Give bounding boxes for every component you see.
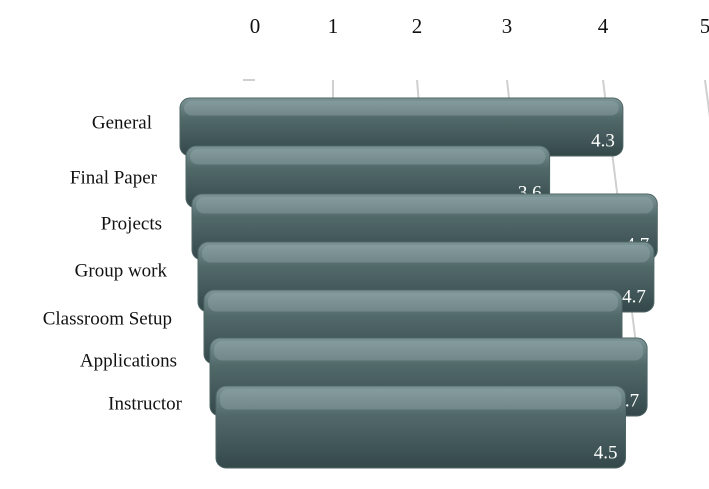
bar-highlight (220, 389, 622, 410)
bar (215, 385, 626, 469)
x-tick-label: 0 (250, 14, 261, 38)
x-tick-label: 5 (700, 14, 709, 38)
category-label: Applications (80, 350, 177, 371)
bar-highlight (214, 341, 644, 361)
bar-highlight (196, 197, 654, 214)
bar-group (215, 385, 626, 469)
category-label: Final Paper (70, 167, 158, 188)
x-tick-label: 2 (412, 14, 423, 38)
grid-line (704, 79, 709, 118)
category-label: Classroom Setup (43, 308, 172, 329)
category-label: General (92, 112, 152, 133)
bar-highlight (208, 293, 618, 312)
x-tick-label: 1 (328, 14, 339, 38)
value-label: 4.3 (591, 130, 615, 151)
bar-highlight (184, 101, 619, 116)
category-label: Projects (101, 213, 162, 234)
x-tick-label: 4 (598, 14, 609, 38)
x-tick-label: 3 (502, 14, 513, 38)
category-label: Group work (75, 260, 168, 281)
bar-highlight (190, 149, 546, 165)
category-label: Instructor (108, 393, 183, 414)
bar-group (179, 97, 624, 157)
value-label: 4.5 (594, 442, 618, 463)
bar-highlight (202, 245, 650, 263)
value-label: 4.7 (622, 286, 646, 307)
